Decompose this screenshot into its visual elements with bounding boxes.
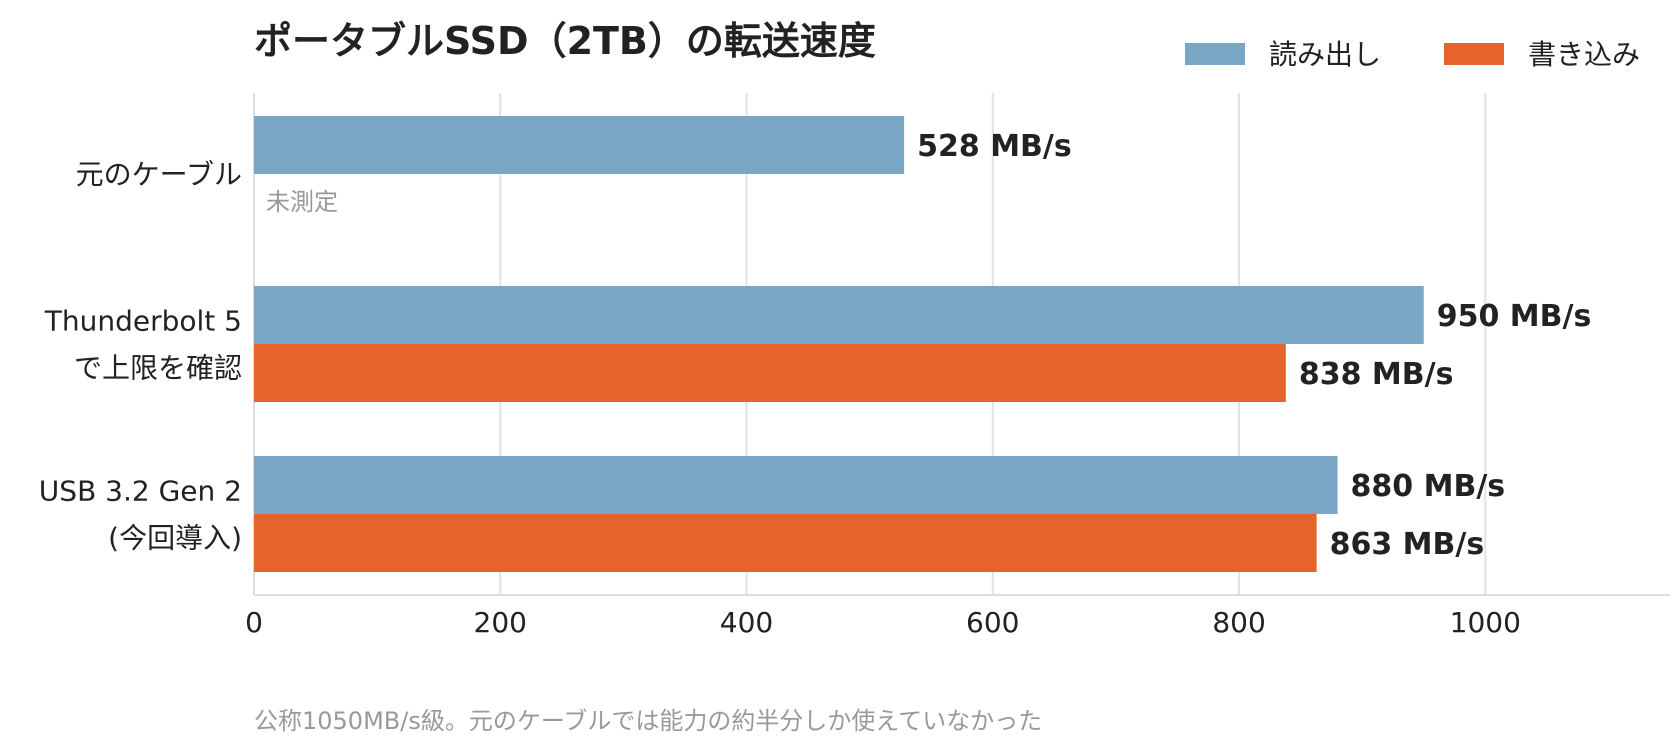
data-label: 838 MB/s <box>1299 357 1454 392</box>
category-label: Thunderbolt 5 <box>44 305 242 338</box>
legend-swatch <box>1444 43 1504 65</box>
bar-read <box>254 456 1338 514</box>
x-tick-label: 200 <box>474 606 527 639</box>
category-label: で上限を確認 <box>74 352 242 385</box>
footnote: 公称1050MB/s級。元のケーブルでは能力の約半分しか使えていなかった <box>254 707 1042 735</box>
category-label: USB 3.2 Gen 2 <box>39 475 242 508</box>
data-label: 880 MB/s <box>1351 469 1506 504</box>
category-label: (今回導入) <box>108 522 242 555</box>
data-label: 950 MB/s <box>1437 299 1592 334</box>
bar-write <box>254 514 1317 572</box>
chart-title: ポータブルSSD（2TB）の転送速度 <box>254 19 876 63</box>
x-tick-label: 1000 <box>1450 606 1521 639</box>
category-label: 元のケーブル <box>76 158 242 191</box>
x-tick-label: 0 <box>245 606 263 639</box>
not-measured-label: 未測定 <box>266 188 338 216</box>
data-label: 863 MB/s <box>1330 527 1485 562</box>
bar-write <box>254 344 1286 402</box>
x-tick-label: 800 <box>1212 606 1265 639</box>
x-axis-ticks: 0 200 400 600 800 1000 <box>245 606 1521 639</box>
x-tick-label: 400 <box>720 606 773 639</box>
legend: 読み出し 書き込み <box>1185 38 1640 71</box>
bar-read <box>254 116 905 174</box>
legend-label: 書き込み <box>1528 38 1640 71</box>
x-tick-label: 600 <box>966 606 1019 639</box>
legend-label: 読み出し <box>1269 38 1381 71</box>
bars: 528 MB/s 950 MB/s 880 MB/s 未測定 838 MB/s 863 M… <box>254 116 1591 572</box>
category-labels: 元のケーブル Thunderbolt 5 で上限を確認 USB 3.2 Gen 2 (今… <box>39 158 242 555</box>
bar-read <box>254 286 1424 344</box>
legend-swatch <box>1185 43 1245 65</box>
data-label: 528 MB/s <box>917 129 1072 164</box>
